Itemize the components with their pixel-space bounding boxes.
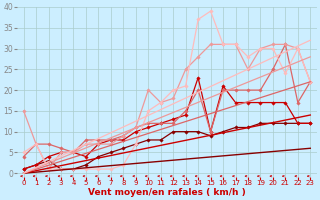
- X-axis label: Vent moyen/en rafales ( km/h ): Vent moyen/en rafales ( km/h ): [88, 188, 246, 197]
